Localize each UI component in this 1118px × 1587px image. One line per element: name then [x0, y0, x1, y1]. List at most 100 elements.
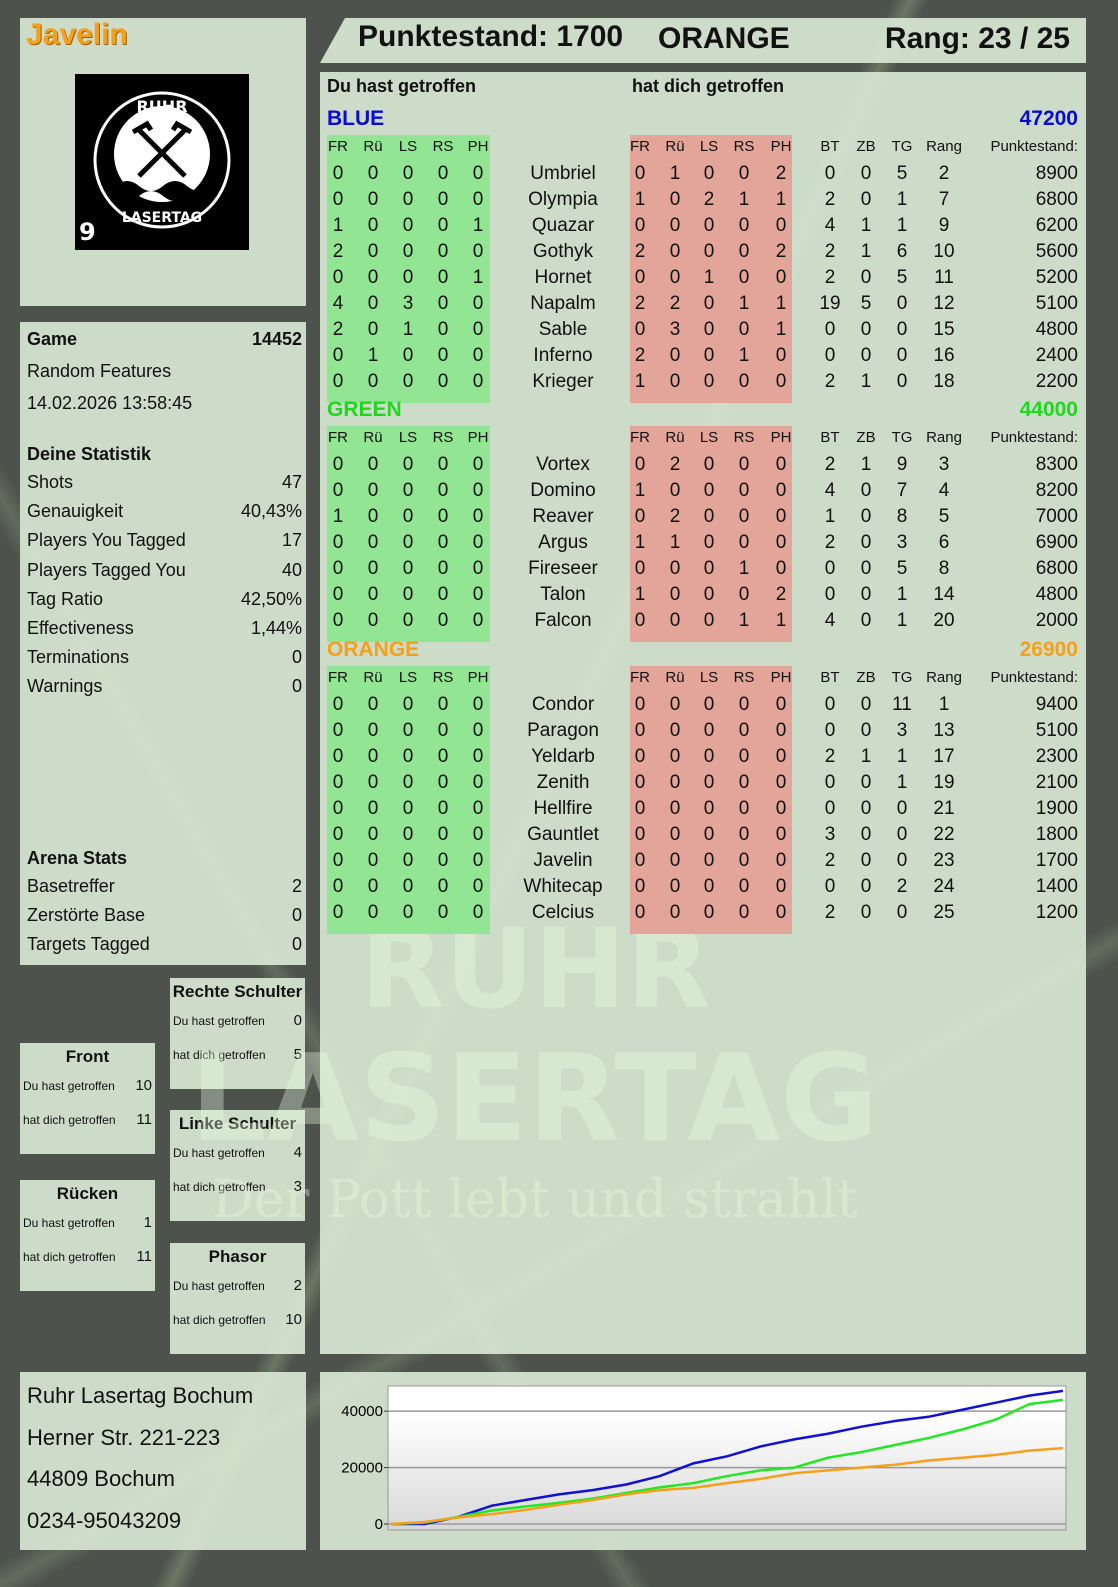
player-name: Sable [538, 319, 588, 340]
stat-cell: 0 [472, 293, 484, 314]
stat-cell: 0 [367, 163, 379, 184]
stat-cell: 1 [775, 293, 787, 314]
stat-cell: 0 [437, 902, 449, 923]
stat-cell: 0 [738, 371, 750, 392]
column-header: LS [398, 429, 418, 446]
zone-got-label: hat dich getroffen [23, 1113, 116, 1127]
zone-got-label: hat dich getroffen [173, 1180, 266, 1194]
zone-got-value: 3 [293, 1178, 302, 1195]
stat-cell: 0 [402, 720, 414, 741]
player-name: Reaver [532, 506, 594, 527]
player-name: Umbriel [530, 163, 596, 184]
stat-cell: 0 [437, 189, 449, 210]
stat-cell: 0 [824, 584, 836, 605]
column-header: TG [891, 669, 913, 686]
stat-cell: 0 [824, 345, 836, 366]
zone-got-value: 11 [136, 1111, 152, 1128]
team-total: 26900 [1019, 638, 1078, 661]
player-score: 4800 [1035, 584, 1078, 605]
stat-cell: 1 [669, 532, 681, 553]
player-score: Punktestand: 1700 [358, 20, 624, 53]
stat-cell: 0 [738, 215, 750, 236]
zone-got-value: 5 [293, 1046, 302, 1063]
stat-cell: 0 [402, 558, 414, 579]
player-score: 5600 [1035, 241, 1078, 262]
y-tick-label: 20000 [341, 1460, 383, 1477]
stat-cell: 0 [703, 876, 715, 897]
stat-cell: 1 [738, 189, 750, 210]
stat-cell: 4 [938, 480, 950, 501]
zone-hit-value: 1 [143, 1214, 152, 1231]
stat-cell: 5 [896, 163, 908, 184]
player-score: 6900 [1035, 532, 1078, 553]
stat-cell: 0 [860, 532, 872, 553]
player-score: 1700 [1035, 850, 1078, 871]
stat-cell: 0 [437, 746, 449, 767]
stat-cell: 0 [634, 215, 646, 236]
stat-cell: 0 [860, 824, 872, 845]
stat-cell: 0 [367, 610, 379, 631]
stat-cell: 2 [824, 371, 836, 392]
address-panel [20, 1372, 306, 1550]
column-header: FR [328, 429, 348, 446]
column-header: BT [820, 429, 840, 446]
stat-cell: 0 [402, 610, 414, 631]
player-score: 8300 [1035, 454, 1078, 475]
stat-cell: 11 [934, 267, 954, 288]
address-line: 44809 Bochum [27, 1466, 175, 1491]
stat-cell: 0 [402, 902, 414, 923]
stats-panel [20, 322, 306, 965]
stat-cell: 6 [896, 241, 908, 262]
stat-cell: 14 [933, 584, 955, 605]
stat-cell: 0 [860, 189, 872, 210]
stat-cell: 0 [824, 319, 836, 340]
column-header: PH [770, 138, 792, 155]
player-name: Javelin [26, 18, 128, 51]
stat-cell: 0 [669, 798, 681, 819]
svg-text:9: 9 [79, 218, 96, 246]
stat-cell: 0 [367, 876, 379, 897]
stat-cell: 0 [402, 798, 414, 819]
stat-cell: 0 [402, 267, 414, 288]
arena-label: Basetreffer [27, 876, 115, 896]
stat-cell: 0 [634, 610, 646, 631]
stat-cell: 0 [703, 798, 715, 819]
stat-cell: 21 [933, 798, 955, 819]
stat-cell: 2 [824, 241, 836, 262]
stat-cell: 1 [669, 163, 681, 184]
stat-cell: 0 [367, 480, 379, 501]
stat-cell: 0 [402, 480, 414, 501]
column-header: RS [432, 138, 454, 155]
stat-cell: 0 [472, 746, 484, 767]
stat-cell: 0 [472, 371, 484, 392]
stat-cell: 1 [402, 319, 414, 340]
stat-cell: 0 [437, 558, 449, 579]
stat-cell: 2 [824, 189, 836, 210]
stat-cell: 0 [669, 480, 681, 501]
player-score: 2100 [1035, 772, 1078, 793]
team-name: ORANGE [327, 638, 420, 661]
stat-cell: 0 [738, 267, 750, 288]
svg-text:LASERTAG: LASERTAG [122, 210, 202, 226]
stat-cell: 0 [472, 610, 484, 631]
stat-cell: 0 [669, 694, 681, 715]
zone-title: Rechte Schulter [172, 982, 303, 1001]
stat-cell: 0 [669, 241, 681, 262]
stat-cell: 0 [472, 480, 484, 501]
stat-value: 40 [281, 559, 302, 580]
stat-cell: 0 [669, 850, 681, 871]
column-header: LS [398, 138, 418, 155]
stat-cell: 0 [402, 345, 414, 366]
stat-cell: 1 [896, 584, 908, 605]
column-header: PH [467, 669, 489, 686]
stat-cell: 5 [896, 558, 908, 579]
column-header: FR [328, 138, 348, 155]
stat-value: 17 [281, 530, 302, 551]
player-score: 9400 [1035, 694, 1078, 715]
hit-you-highlight [630, 426, 792, 642]
series-line-2 [390, 1446, 1064, 1526]
stat-cell: 0 [738, 163, 750, 184]
stat-cell: 0 [738, 480, 750, 501]
stat-cell: 0 [332, 480, 344, 501]
stat-cell: 4 [824, 480, 836, 501]
